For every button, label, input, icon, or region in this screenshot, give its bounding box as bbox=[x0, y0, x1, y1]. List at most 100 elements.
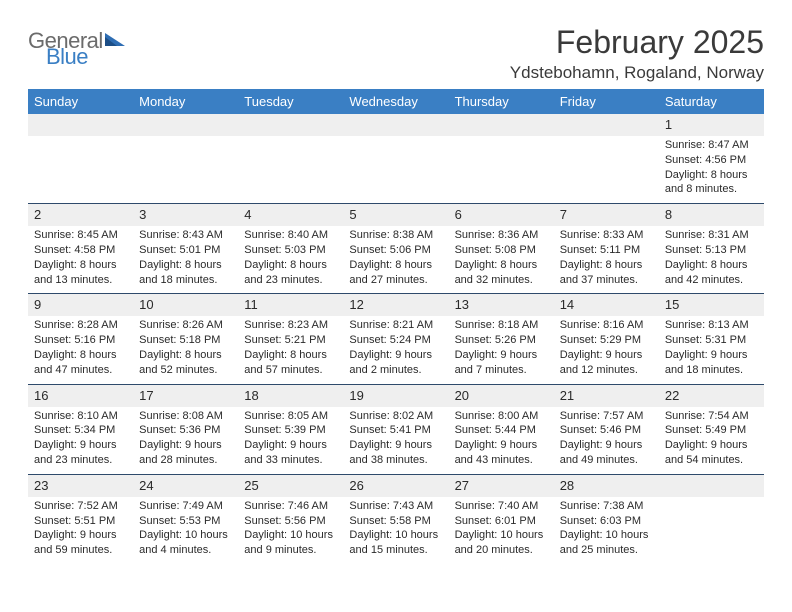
sunset-text: Sunset: 5:13 PM bbox=[665, 243, 758, 258]
day-number: 13 bbox=[455, 297, 469, 312]
day-number: 2 bbox=[34, 207, 41, 222]
day-cell bbox=[554, 114, 659, 203]
sunset-text: Sunset: 5:49 PM bbox=[665, 423, 758, 438]
day-body: Sunrise: 8:00 AMSunset: 5:44 PMDaylight:… bbox=[455, 409, 548, 468]
daynum-row: 3 bbox=[133, 203, 238, 226]
header: General Blue February 2025 Ydstebohamn, … bbox=[28, 24, 764, 83]
sunrise-text: Sunrise: 8:45 AM bbox=[34, 228, 127, 243]
sunset-text: Sunset: 5:26 PM bbox=[455, 333, 548, 348]
day-body: Sunrise: 7:38 AMSunset: 6:03 PMDaylight:… bbox=[560, 499, 653, 558]
day-cell: 20Sunrise: 8:00 AMSunset: 5:44 PMDayligh… bbox=[449, 384, 554, 474]
day-body: Sunrise: 8:28 AMSunset: 5:16 PMDaylight:… bbox=[34, 318, 127, 377]
daynum-row: 6 bbox=[449, 203, 554, 226]
brand-logo: General Blue bbox=[28, 24, 125, 68]
sunrise-text: Sunrise: 8:47 AM bbox=[665, 138, 758, 153]
sunset-text: Sunset: 5:39 PM bbox=[244, 423, 337, 438]
day-body: Sunrise: 8:23 AMSunset: 5:21 PMDaylight:… bbox=[244, 318, 337, 377]
week-row: 23Sunrise: 7:52 AMSunset: 5:51 PMDayligh… bbox=[28, 474, 764, 564]
daylight-text: Daylight: 10 hours and 20 minutes. bbox=[455, 528, 548, 558]
daynum-row: 7 bbox=[554, 203, 659, 226]
day-number bbox=[665, 478, 669, 493]
day-body: Sunrise: 8:16 AMSunset: 5:29 PMDaylight:… bbox=[560, 318, 653, 377]
daynum-row: 28 bbox=[554, 474, 659, 497]
daylight-text: Daylight: 8 hours and 57 minutes. bbox=[244, 348, 337, 378]
day-number: 4 bbox=[244, 207, 251, 222]
sunrise-text: Sunrise: 8:18 AM bbox=[455, 318, 548, 333]
day-body: Sunrise: 7:43 AMSunset: 5:58 PMDaylight:… bbox=[349, 499, 442, 558]
triangle-icon bbox=[105, 30, 125, 50]
day-body: Sunrise: 7:54 AMSunset: 5:49 PMDaylight:… bbox=[665, 409, 758, 468]
sunset-text: Sunset: 5:31 PM bbox=[665, 333, 758, 348]
daynum-row: 15 bbox=[659, 293, 764, 316]
day-number: 26 bbox=[349, 478, 363, 493]
weekday-label: Friday bbox=[554, 89, 659, 114]
day-number bbox=[139, 117, 143, 132]
sunrise-text: Sunrise: 7:43 AM bbox=[349, 499, 442, 514]
day-body: Sunrise: 8:26 AMSunset: 5:18 PMDaylight:… bbox=[139, 318, 232, 377]
day-number: 3 bbox=[139, 207, 146, 222]
day-cell: 17Sunrise: 8:08 AMSunset: 5:36 PMDayligh… bbox=[133, 384, 238, 474]
sunrise-text: Sunrise: 8:21 AM bbox=[349, 318, 442, 333]
sunrise-text: Sunrise: 8:23 AM bbox=[244, 318, 337, 333]
day-body: Sunrise: 8:13 AMSunset: 5:31 PMDaylight:… bbox=[665, 318, 758, 377]
day-number bbox=[34, 117, 38, 132]
daynum-row: 9 bbox=[28, 293, 133, 316]
day-cell: 1Sunrise: 8:47 AMSunset: 4:56 PMDaylight… bbox=[659, 114, 764, 203]
sunrise-text: Sunrise: 8:26 AM bbox=[139, 318, 232, 333]
week-row: 2 Sunrise: 8:45 AMSunset: 4:58 PMDaylight… bbox=[28, 203, 764, 293]
weeks-container: 1Sunrise: 8:47 AMSunset: 4:56 PMDaylight… bbox=[28, 114, 764, 564]
sunset-text: Sunset: 5:03 PM bbox=[244, 243, 337, 258]
daynum-row: 8 bbox=[659, 203, 764, 226]
daynum-row: 12 bbox=[343, 293, 448, 316]
daylight-text: Daylight: 9 hours and 49 minutes. bbox=[560, 438, 653, 468]
day-number: 5 bbox=[349, 207, 356, 222]
day-number: 7 bbox=[560, 207, 567, 222]
daynum-row: 18 bbox=[238, 384, 343, 407]
day-body: Sunrise: 8:21 AMSunset: 5:24 PMDaylight:… bbox=[349, 318, 442, 377]
day-number: 19 bbox=[349, 388, 363, 403]
daylight-text: Daylight: 9 hours and 18 minutes. bbox=[665, 348, 758, 378]
week-row: 9Sunrise: 8:28 AMSunset: 5:16 PMDaylight… bbox=[28, 293, 764, 383]
sunrise-text: Sunrise: 7:38 AM bbox=[560, 499, 653, 514]
sunset-text: Sunset: 5:11 PM bbox=[560, 243, 653, 258]
day-body: Sunrise: 8:08 AMSunset: 5:36 PMDaylight:… bbox=[139, 409, 232, 468]
sunset-text: Sunset: 5:18 PM bbox=[139, 333, 232, 348]
daynum-row bbox=[449, 114, 554, 136]
day-number: 23 bbox=[34, 478, 48, 493]
daynum-row: 21 bbox=[554, 384, 659, 407]
day-cell: 6Sunrise: 8:36 AMSunset: 5:08 PMDaylight… bbox=[449, 203, 554, 293]
weekday-label: Tuesday bbox=[238, 89, 343, 114]
day-body: Sunrise: 8:43 AMSunset: 5:01 PMDaylight:… bbox=[139, 228, 232, 287]
daynum-row: 2 bbox=[28, 203, 133, 226]
daynum-row bbox=[554, 114, 659, 136]
daylight-text: Daylight: 9 hours and 33 minutes. bbox=[244, 438, 337, 468]
day-cell: 16Sunrise: 8:10 AMSunset: 5:34 PMDayligh… bbox=[28, 384, 133, 474]
weekday-label: Wednesday bbox=[343, 89, 448, 114]
sunrise-text: Sunrise: 7:52 AM bbox=[34, 499, 127, 514]
daylight-text: Daylight: 8 hours and 27 minutes. bbox=[349, 258, 442, 288]
sunrise-text: Sunrise: 8:31 AM bbox=[665, 228, 758, 243]
daylight-text: Daylight: 9 hours and 59 minutes. bbox=[34, 528, 127, 558]
sunrise-text: Sunrise: 7:57 AM bbox=[560, 409, 653, 424]
day-number: 21 bbox=[560, 388, 574, 403]
daynum-row: 10 bbox=[133, 293, 238, 316]
daylight-text: Daylight: 10 hours and 15 minutes. bbox=[349, 528, 442, 558]
day-body: Sunrise: 8:45 AMSunset: 4:58 PMDaylight:… bbox=[34, 228, 127, 287]
day-number: 16 bbox=[34, 388, 48, 403]
daynum-row: 14 bbox=[554, 293, 659, 316]
sunrise-text: Sunrise: 8:02 AM bbox=[349, 409, 442, 424]
daynum-row: 20 bbox=[449, 384, 554, 407]
daynum-row: 25 bbox=[238, 474, 343, 497]
day-body: Sunrise: 7:57 AMSunset: 5:46 PMDaylight:… bbox=[560, 409, 653, 468]
day-cell: 28Sunrise: 7:38 AMSunset: 6:03 PMDayligh… bbox=[554, 474, 659, 564]
sunrise-text: Sunrise: 8:36 AM bbox=[455, 228, 548, 243]
day-number: 12 bbox=[349, 297, 363, 312]
sunset-text: Sunset: 5:41 PM bbox=[349, 423, 442, 438]
sunrise-text: Sunrise: 8:05 AM bbox=[244, 409, 337, 424]
day-number: 14 bbox=[560, 297, 574, 312]
day-cell bbox=[343, 114, 448, 203]
daylight-text: Daylight: 8 hours and 52 minutes. bbox=[139, 348, 232, 378]
day-number: 1 bbox=[665, 117, 672, 132]
day-number bbox=[560, 117, 564, 132]
location-subtitle: Ydstebohamn, Rogaland, Norway bbox=[510, 63, 764, 83]
